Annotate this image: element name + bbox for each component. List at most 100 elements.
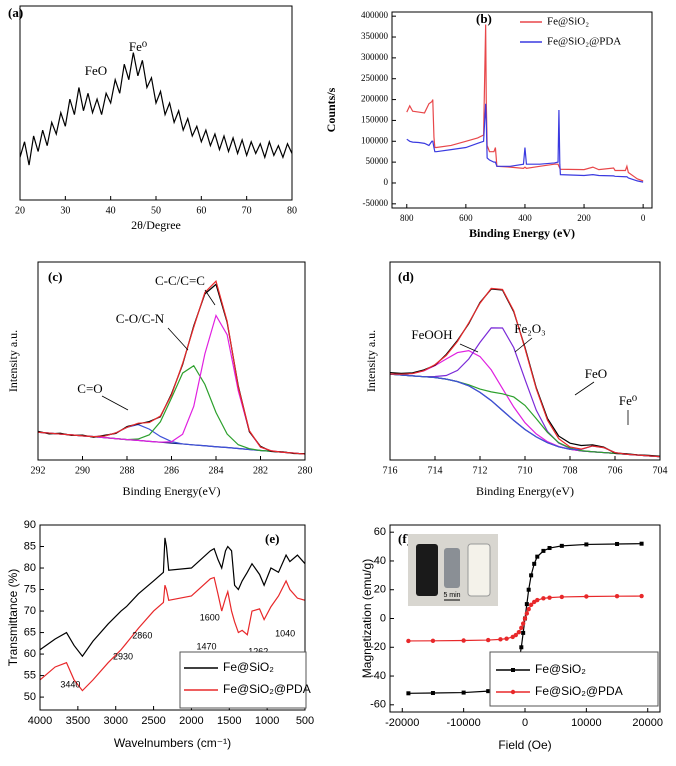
series-line [40,576,305,692]
x-tick-label: 714 [428,465,443,476]
y-tick-label: 75 [24,583,36,595]
marker [559,543,564,548]
x-tick-label: 288 [120,465,135,476]
y-tick-label: 300000 [361,52,389,62]
marker [516,629,522,635]
y-tick-label: 0 [380,612,386,624]
x-tick-label: 282 [253,465,268,476]
annotation: C=O [77,381,102,396]
marker [535,597,540,603]
marker [430,691,435,696]
marker [535,554,540,559]
x-tick-label: 704 [653,465,668,476]
panel: 800 600 400 200 0 -50000 0 50000 100000 150000 200… [324,10,653,240]
panel-label: (f) [398,531,411,546]
peak-label: 2930 [113,651,133,661]
series-line [406,24,644,182]
legend-label: Fe@SiO₂ [223,660,274,674]
y-tick-label: -50000 [363,198,389,208]
x-tick-label: 40 [106,205,116,216]
y-axis-label: Intensity a.u. [364,330,378,392]
x-tick-label: 3500 [66,715,90,727]
x-tick-label: 0 [641,213,646,223]
plot-frame [391,11,653,209]
y-tick-label: 60 [24,648,36,660]
marker [524,611,530,616]
marker [498,637,503,642]
x-tick-label: 500 [296,715,314,727]
peak-label: 2860 [132,630,152,640]
annotation: Fe⁰ [619,393,637,408]
plot-frame [37,261,306,461]
marker [485,637,491,643]
x-axis-label: Field (Oe) [498,738,551,752]
series-line [20,52,292,166]
legend-label: Fe@SiO₂@PDA [547,36,621,48]
y-axis-label: Transmittance (%) [6,569,20,667]
legend-marker [511,668,515,672]
y-tick-label: 400000 [361,10,389,20]
marker [524,602,529,607]
y-tick-label: 0 [384,177,389,187]
x-tick-label: 712 [473,465,488,476]
x-tick-label: 60 [196,205,206,216]
marker [614,594,620,599]
y-tick-label: 250000 [361,73,389,83]
marker [541,596,546,601]
panel-label: (c) [48,269,62,284]
x-axis-label: Binding Energy(eV) [122,484,220,498]
marker [639,593,644,599]
y-tick-label: 40 [374,555,386,567]
y-tick-label: 50 [24,691,36,703]
panel-label: (b) [476,11,492,26]
legend-label: Fe@SiO₂ [535,662,586,676]
x-tick-label: 30 [60,205,70,216]
x-axis-label: Binding Energy(eV) [476,484,574,498]
annotation: C-C/C=C [155,273,205,288]
annotation: Fe⁰ [129,39,147,54]
series-line [38,423,305,455]
legend-box [179,651,307,709]
x-tick-label: 600 [459,213,473,223]
x-tick-label: 280 [298,465,313,476]
x-tick-label: 2500 [141,715,165,727]
panel-label: (d) [398,269,414,284]
marker [513,632,518,638]
plot-frame [19,5,293,201]
marker [504,636,509,641]
vial-dark [416,544,438,596]
series-line [390,287,660,458]
panel: 4000 3500 3000 2500 2000 1500 1000 500 50 55 60 65 7… [6,519,314,750]
legend-label: Fe@SiO₂ [547,16,589,28]
y-tick-label: 65 [24,626,36,638]
y-axis-label: Counts/s [324,87,338,132]
marker [547,595,552,600]
x-tick-label: 1500 [217,715,241,727]
x-tick-label: 706 [608,465,623,476]
y-tick-label: -40 [370,670,386,682]
marker [559,594,565,600]
panel: 292 290 288 286 284 282 280 Binding Energy(eV) I… [6,261,313,498]
marker [406,691,411,696]
marker [430,638,436,643]
arrow [514,337,533,353]
x-tick-label: 708 [563,465,578,476]
vial-clear [467,543,491,597]
y-tick-label: 90 [24,519,36,531]
y-tick-label: 50000 [366,156,389,166]
plot-frame [389,524,661,713]
series-line [38,364,305,455]
annotation: FeOOH [411,327,452,342]
y-tick-label: -20 [370,641,386,653]
series-line [390,373,660,458]
y-axis-label: Magnetization (emu/g) [360,559,374,678]
x-tick-label: 800 [400,213,414,223]
arrow [101,395,129,411]
x-axis-label: Binding Energy (eV) [469,226,575,240]
x-tick-label: 0 [522,717,528,729]
marker [528,602,534,608]
arrow [459,343,479,353]
panel: 20 30 40 50 60 70 80 2θ/Degree (a) FeO Fe⁰ [8,5,297,232]
marker [520,621,526,626]
